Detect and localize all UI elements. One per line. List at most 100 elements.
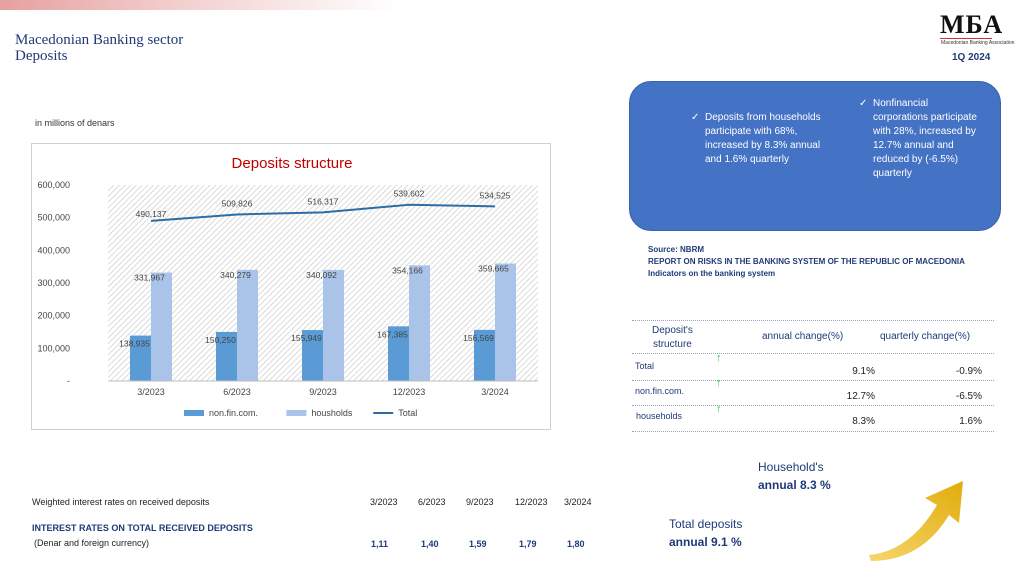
- bar-households: [323, 269, 344, 381]
- nonfinancial-highlight: ✓ Nonfinancial corporations participate …: [859, 97, 983, 181]
- up-arrow-icon: ↑: [716, 352, 722, 364]
- table-rule: [632, 405, 994, 406]
- x-tick-label: 3/2023: [137, 387, 165, 397]
- nonfinancial-highlight-text: Nonfinancial corporations participate wi…: [873, 98, 977, 179]
- row-total-annual: 9.1%: [852, 366, 875, 377]
- table-rule: [632, 320, 994, 321]
- rate-value-2: 1,40: [421, 539, 439, 549]
- y-tick-label: 200,000: [37, 311, 70, 321]
- check-icon: ✓: [691, 112, 700, 123]
- growth-arrow-icon: [869, 481, 963, 561]
- households-callout-value: annual 8.3 %: [758, 478, 831, 492]
- legend-swatch: [184, 410, 204, 416]
- rates-period-5: 3/2024: [564, 497, 592, 507]
- source-note: Source: NBRM REPORT ON RISKS IN THE BANK…: [648, 244, 965, 280]
- bar-data-label: 340,279: [220, 270, 251, 280]
- rates-subtitle: (Denar and foreign currency): [34, 538, 150, 548]
- table-rule: [632, 431, 994, 432]
- bar-nonfin: [302, 330, 323, 381]
- source-line-3: Indicators on the banking system: [648, 269, 776, 278]
- y-tick-label: 100,000: [37, 343, 70, 353]
- legend-label: housholds: [311, 408, 353, 418]
- check-icon: ✓: [859, 98, 868, 109]
- logo-underline: [940, 38, 992, 39]
- title-line-1: Macedonian Banking sector: [15, 32, 184, 48]
- bar-data-label: 354,166: [392, 265, 423, 275]
- rates-period-2: 6/2023: [418, 497, 446, 507]
- title-line-2: Deposits: [15, 48, 68, 64]
- highlights-box: [629, 81, 1001, 231]
- bar-nonfin: [474, 329, 495, 381]
- period-label: 1Q 2024: [952, 52, 991, 63]
- table-header-annual: annual change(%): [762, 331, 844, 342]
- y-tick-label: 600,000: [37, 180, 70, 190]
- table-header-structure: Deposit's structure: [652, 324, 693, 352]
- row-total-label: Total: [635, 361, 655, 371]
- bar-data-label: 167,385: [377, 329, 408, 339]
- source-line-2: REPORT ON RISKS IN THE BANKING SYSTEM OF…: [648, 257, 965, 266]
- deposits-chart: Deposits structure - 100,000 200,000 300,00…: [37, 155, 538, 418]
- x-tick-label: 3/2024: [481, 387, 509, 397]
- legend-swatch: [286, 410, 307, 416]
- bar-households: [495, 263, 516, 381]
- bar-data-label: 340,092: [306, 270, 337, 280]
- row-nonfin-quarterly: -6.5%: [955, 391, 982, 402]
- logo-subtitle: Macedonian Banking Association: [941, 40, 1015, 46]
- unit-note: in millions of denars: [35, 118, 115, 128]
- bar-data-label: 156,569: [463, 333, 494, 343]
- rate-value-4: 1,79: [519, 539, 537, 549]
- rate-value-3: 1,59: [469, 539, 487, 549]
- legend-label: non.fin.com.: [209, 408, 258, 418]
- rates-title: INTEREST RATES ON TOTAL RECEIVED DEPOSIT…: [32, 523, 253, 533]
- page-title: Macedonian Banking sector Deposits: [15, 32, 183, 64]
- row-nonfin-label: non.fin.com.: [635, 386, 685, 396]
- bar-households: [237, 269, 258, 381]
- up-arrow-icon: ↑: [716, 377, 722, 389]
- households-highlight-text: Deposits from households participate wit…: [705, 112, 821, 165]
- deposits-chart-frame: [31, 143, 551, 430]
- bar-nonfin: [388, 326, 409, 381]
- bar-data-label: 138,935: [119, 339, 150, 349]
- up-arrow-icon: ↑: [716, 403, 722, 415]
- x-tick-label: 12/2023: [393, 387, 426, 397]
- row-nonfin-annual: 12.7%: [846, 391, 875, 402]
- bar-data-label: 155,949: [291, 333, 322, 343]
- row-households-label: households: [636, 411, 683, 421]
- total-callout-label: Total deposits: [669, 517, 743, 531]
- table-rule: [632, 353, 994, 354]
- legend-label: Total: [398, 408, 417, 418]
- top-accent-band: [0, 0, 400, 10]
- line-data-label: 509,826: [222, 198, 253, 208]
- rates-period-1: 3/2023: [370, 497, 398, 507]
- rate-value-1: 1,11: [371, 539, 389, 549]
- households-callout-label: Household's: [758, 460, 824, 474]
- bar-households: [151, 272, 172, 381]
- bar-data-label: 359,665: [478, 264, 509, 274]
- line-data-label: 516,317: [308, 196, 339, 206]
- table-rule: [632, 380, 994, 381]
- x-tick-label: 6/2023: [223, 387, 251, 397]
- total-callout: Total deposits annual 9.1 %: [669, 515, 742, 551]
- line-data-label: 534,525: [480, 190, 511, 200]
- y-tick-label: 300,000: [37, 278, 70, 288]
- chart-title: Deposits structure: [232, 155, 353, 172]
- table-header-quarterly: quarterly change(%): [880, 331, 971, 342]
- row-households-annual: 8.3%: [852, 416, 875, 427]
- row-total-quarterly: -0.9%: [955, 366, 982, 377]
- header-line-1: Deposit's: [652, 325, 693, 336]
- rate-value-5: 1,80: [567, 539, 585, 549]
- households-callout: Household's annual 8.3 %: [758, 458, 831, 494]
- row-households-quarterly: 1.6%: [959, 416, 982, 427]
- mba-logo: МБА: [940, 10, 1004, 39]
- bar-nonfin: [216, 331, 237, 381]
- total-callout-value: annual 9.1 %: [669, 535, 742, 549]
- total-line: [150, 203, 496, 222]
- header-line-2: structure: [652, 339, 692, 350]
- source-line-1: Source: NBRM: [648, 245, 705, 254]
- rates-period-3: 9/2023: [466, 497, 494, 507]
- rates-header-label: Weighted interest rates on received depo…: [32, 497, 210, 507]
- x-tick-label: 9/2023: [309, 387, 337, 397]
- y-tick-label: 500,000: [37, 213, 70, 223]
- line-data-label: 539,602: [394, 189, 425, 199]
- rates-period-4: 12/2023: [515, 497, 548, 507]
